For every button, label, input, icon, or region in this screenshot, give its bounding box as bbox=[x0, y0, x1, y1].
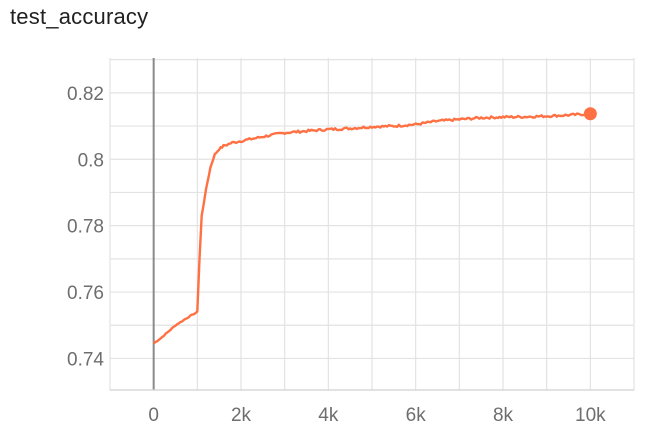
y-tick-label: 0.76 bbox=[67, 283, 104, 304]
x-tick-label: 2k bbox=[231, 405, 252, 426]
series-group bbox=[152, 107, 597, 345]
y-tick-label: 0.8 bbox=[78, 150, 104, 171]
y-tick-label: 0.74 bbox=[67, 349, 104, 370]
x-tick-label: 4k bbox=[318, 405, 339, 426]
series-line bbox=[152, 112, 591, 345]
tick-labels: 0.74 0.76 0.78 0.8 0.82 0 2k 4k 6k 8k 10k bbox=[67, 84, 606, 426]
grid bbox=[109, 58, 635, 390]
x-tick-label: 8k bbox=[493, 405, 514, 426]
chart-title: test_accuracy bbox=[10, 4, 149, 29]
y-tick-label: 0.78 bbox=[67, 217, 104, 238]
x-tick-label: 6k bbox=[406, 405, 427, 426]
series-end-point bbox=[583, 107, 597, 121]
x-tick-label: 10k bbox=[575, 405, 606, 426]
x-tick-label: 0 bbox=[148, 405, 159, 426]
y-tick-label: 0.82 bbox=[67, 84, 104, 105]
